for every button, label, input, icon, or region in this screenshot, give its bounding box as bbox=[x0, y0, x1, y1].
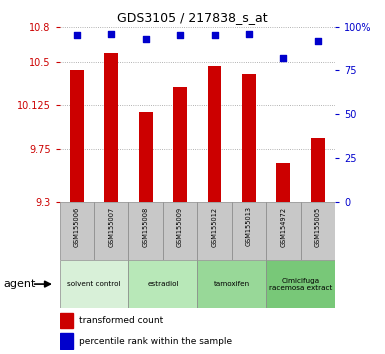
Text: GSM155013: GSM155013 bbox=[246, 206, 252, 246]
Text: GSM155008: GSM155008 bbox=[143, 206, 149, 247]
Point bbox=[211, 33, 218, 38]
Bar bbox=[242, 74, 256, 202]
Bar bbox=[311, 138, 325, 202]
Point bbox=[142, 36, 149, 42]
Bar bbox=[60, 260, 129, 308]
Bar bbox=[104, 53, 118, 202]
Point bbox=[246, 31, 252, 36]
Text: estradiol: estradiol bbox=[147, 281, 179, 287]
Text: percentile rank within the sample: percentile rank within the sample bbox=[79, 337, 232, 346]
Bar bbox=[163, 202, 197, 260]
Point bbox=[177, 33, 183, 38]
Bar bbox=[94, 202, 129, 260]
Text: solvent control: solvent control bbox=[67, 281, 121, 287]
Text: GSM155012: GSM155012 bbox=[211, 206, 218, 247]
Bar bbox=[266, 202, 301, 260]
Bar bbox=[232, 202, 266, 260]
Bar bbox=[197, 202, 232, 260]
Text: GSM155005: GSM155005 bbox=[315, 206, 321, 247]
Text: GSM155007: GSM155007 bbox=[108, 206, 114, 247]
Text: GDS3105 / 217838_s_at: GDS3105 / 217838_s_at bbox=[117, 11, 268, 24]
Bar bbox=[70, 70, 84, 202]
Bar bbox=[301, 202, 335, 260]
Bar bbox=[173, 87, 187, 202]
Point bbox=[74, 33, 80, 38]
Text: GSM154972: GSM154972 bbox=[280, 206, 286, 247]
Point bbox=[108, 31, 114, 36]
Point bbox=[315, 38, 321, 44]
Bar bbox=[60, 202, 94, 260]
Bar bbox=[266, 260, 335, 308]
Point bbox=[280, 55, 286, 61]
Text: GSM155006: GSM155006 bbox=[74, 206, 80, 247]
Bar bbox=[60, 313, 74, 328]
Text: tamoxifen: tamoxifen bbox=[214, 281, 250, 287]
Bar bbox=[276, 163, 290, 202]
Bar bbox=[139, 112, 152, 202]
Bar bbox=[129, 202, 163, 260]
Text: Cimicifuga
racemosa extract: Cimicifuga racemosa extract bbox=[269, 278, 332, 291]
Text: transformed count: transformed count bbox=[79, 316, 163, 325]
Bar bbox=[60, 333, 74, 349]
Bar bbox=[208, 66, 221, 202]
Bar bbox=[197, 260, 266, 308]
Text: agent: agent bbox=[4, 279, 36, 289]
Text: GSM155009: GSM155009 bbox=[177, 206, 183, 247]
Bar bbox=[129, 260, 197, 308]
